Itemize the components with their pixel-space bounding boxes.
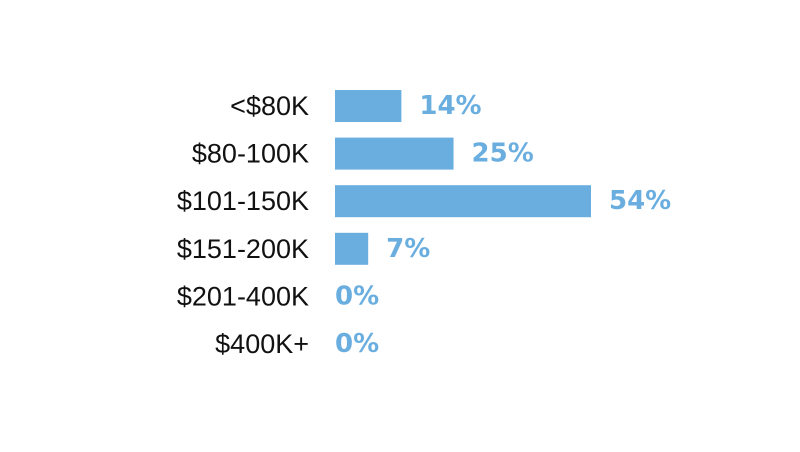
value-label: 25% xyxy=(472,139,534,169)
bar xyxy=(335,90,402,122)
category-label: $151-200K xyxy=(177,234,309,264)
value-label: 0% xyxy=(335,329,379,359)
value-label: 0% xyxy=(335,281,379,311)
bar xyxy=(335,185,591,218)
category-label: $80-100K xyxy=(192,139,309,169)
value-labels: 14%25%54%7%0%0% xyxy=(335,91,671,359)
category-label: $101-150K xyxy=(177,186,309,216)
value-label: 7% xyxy=(386,234,430,264)
category-labels: <$80K $80-100K $101-150K $151-200K $201-400K… xyxy=(177,91,309,359)
bar xyxy=(335,232,369,265)
bar xyxy=(335,137,454,170)
value-label: 14% xyxy=(419,91,481,121)
category-label: $400K+ xyxy=(215,329,309,359)
value-label: 54% xyxy=(609,186,671,216)
category-label: <$80K xyxy=(230,91,309,121)
bars xyxy=(335,90,591,265)
category-label: $201-400K xyxy=(177,281,309,311)
